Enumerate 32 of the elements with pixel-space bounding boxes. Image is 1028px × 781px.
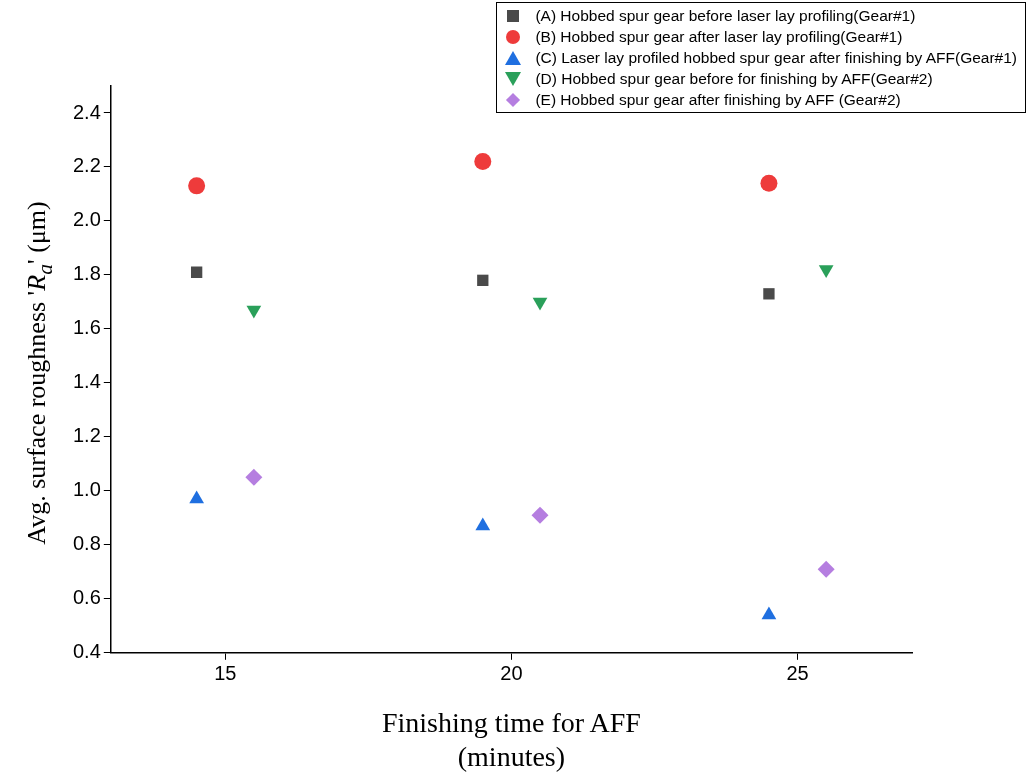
point bbox=[761, 606, 777, 620]
y-tick-label: 0.6 bbox=[72, 586, 101, 609]
x-tick-label: 15 bbox=[214, 662, 237, 685]
legend-label: (C) Laser lay profiled hobbed spur gear after finishing by AFF(Gear#1) bbox=[535, 48, 1017, 67]
point bbox=[477, 274, 489, 286]
y-tick-label: 0.4 bbox=[72, 640, 101, 663]
y-tick-label: 2.2 bbox=[72, 154, 101, 177]
point bbox=[474, 153, 492, 171]
point bbox=[475, 517, 491, 531]
point bbox=[817, 560, 835, 578]
y-tick-label: 1.8 bbox=[72, 262, 101, 285]
y-tick-label: 0.8 bbox=[72, 532, 101, 555]
point bbox=[190, 266, 203, 278]
point bbox=[188, 177, 206, 195]
x-axis-title: Finishing time for AFF (minutes) bbox=[381, 706, 641, 772]
point bbox=[763, 288, 775, 300]
point bbox=[531, 506, 549, 524]
legend-label: (E) Hobbed spur gear after finishing by AFF (Gear#2) bbox=[535, 90, 901, 109]
point bbox=[245, 468, 263, 486]
legend-label: (A) Hobbed spur gear before laser lay profiling(Gear#1) bbox=[535, 6, 916, 25]
y-tick-label: 2.4 bbox=[72, 100, 101, 123]
y-tick-label: 1.2 bbox=[72, 424, 101, 447]
legend-label: (B) Hobbed spur gear after laser lay profiling(Gear#1) bbox=[535, 27, 903, 46]
point bbox=[189, 490, 205, 504]
y-tick-label: 1.4 bbox=[72, 370, 101, 393]
x-tick-label: 20 bbox=[500, 662, 523, 685]
y-tick-label: 2.0 bbox=[72, 208, 101, 231]
y-tick-label: 1.0 bbox=[72, 478, 101, 501]
point bbox=[760, 174, 778, 192]
x-tick-label: 25 bbox=[786, 662, 809, 685]
y-tick-label: 1.6 bbox=[72, 316, 101, 339]
legend-label: (D) Hobbed spur gear before for finishing by AFF(Gear#2) bbox=[535, 69, 933, 88]
